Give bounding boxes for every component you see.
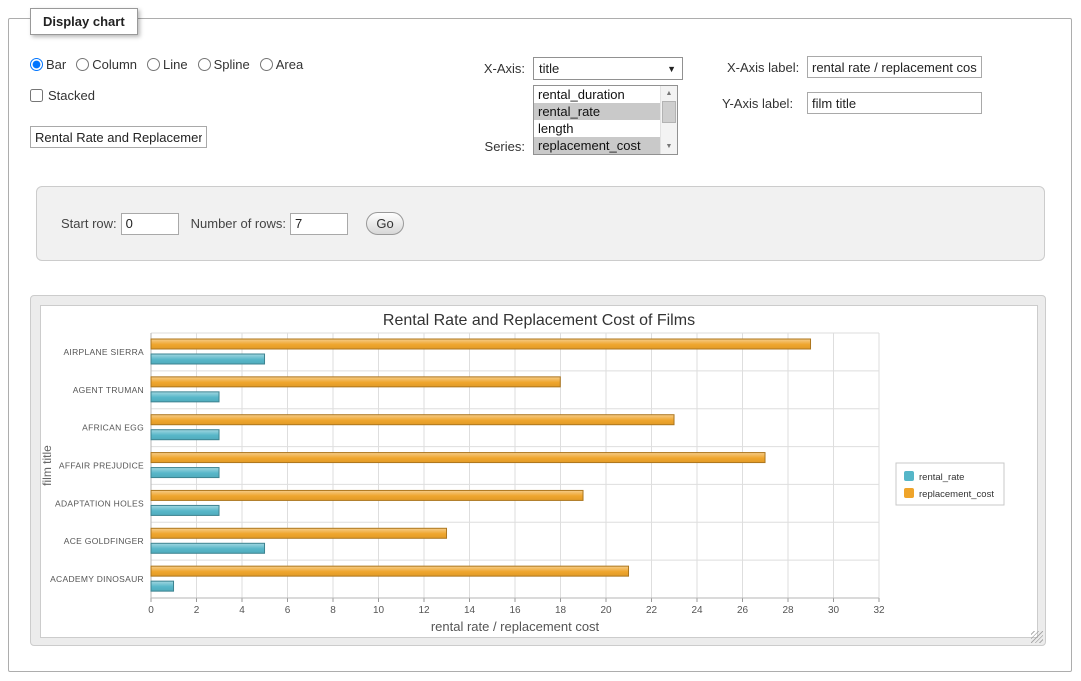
- page: Display chart Bar Column Line Spline Are…: [0, 0, 1081, 681]
- x-tick-label: 12: [418, 605, 430, 616]
- series-option-rental_rate[interactable]: rental_rate: [534, 103, 660, 120]
- x-axis-label-label: X-Axis label:: [727, 60, 799, 75]
- y-axis-label-input[interactable]: [807, 92, 982, 114]
- radio-spline-input[interactable]: [198, 58, 211, 71]
- scroll-down-icon[interactable]: ▼: [661, 139, 677, 154]
- radio-area-label: Area: [276, 57, 303, 72]
- x-tick-label: 22: [646, 605, 658, 616]
- series-listbox[interactable]: rental_durationrental_ratelengthreplacem…: [533, 85, 678, 155]
- chart-title: Rental Rate and Replacement Cost of Film…: [383, 312, 695, 329]
- radio-line-input[interactable]: [147, 58, 160, 71]
- x-tick-label: 30: [828, 605, 840, 616]
- x-axis-select-label: X-Axis:: [430, 61, 525, 76]
- chart-panel: Rental Rate and Replacement Cost of Film…: [30, 295, 1046, 646]
- radio-spline-label: Spline: [214, 57, 250, 72]
- chevron-down-icon: ▼: [667, 64, 676, 74]
- x-tick-label: 4: [239, 605, 245, 616]
- bar-replacement_cost: [151, 377, 560, 387]
- series-select-label: Series:: [430, 139, 525, 154]
- radio-column-label: Column: [92, 57, 137, 72]
- bar-rental_rate: [151, 392, 219, 402]
- scroll-up-icon[interactable]: ▲: [661, 86, 677, 101]
- x-tick-label: 0: [148, 605, 154, 616]
- chart-container: Rental Rate and Replacement Cost of Film…: [40, 305, 1038, 638]
- x-axis-label-input[interactable]: [807, 56, 982, 78]
- x-axis-title: rental rate / replacement cost: [431, 619, 600, 634]
- legend-label-replacement_cost[interactable]: replacement_cost: [919, 489, 994, 500]
- series-option-replacement_cost[interactable]: replacement_cost: [534, 137, 660, 154]
- bar-chart: Rental Rate and Replacement Cost of Film…: [41, 306, 1037, 637]
- legend-swatch-replacement_cost[interactable]: [904, 488, 914, 498]
- legend-label-rental_rate[interactable]: rental_rate: [919, 472, 964, 483]
- x-axis-selected-value: title: [539, 61, 559, 76]
- category-label: AIRPLANE SIERRA: [63, 347, 144, 357]
- bar-replacement_cost: [151, 528, 447, 538]
- stacked-label: Stacked: [48, 88, 95, 103]
- series-option-rental_duration[interactable]: rental_duration: [534, 86, 660, 103]
- bar-replacement_cost: [151, 415, 674, 425]
- radio-bar[interactable]: Bar: [30, 57, 66, 72]
- radio-spline[interactable]: Spline: [198, 57, 250, 72]
- radio-area[interactable]: Area: [260, 57, 303, 72]
- bar-rental_rate: [151, 505, 219, 515]
- stacked-option[interactable]: Stacked: [30, 88, 95, 103]
- fieldset-legend: Display chart: [30, 8, 138, 35]
- number-of-rows-input[interactable]: [290, 213, 348, 235]
- resize-handle-icon[interactable]: [1031, 631, 1043, 643]
- x-tick-label: 2: [194, 605, 200, 616]
- bar-rental_rate: [151, 354, 265, 364]
- y-axis-title: film title: [41, 445, 54, 486]
- bar-replacement_cost: [151, 566, 629, 576]
- number-of-rows-label: Number of rows:: [191, 216, 286, 231]
- radio-line[interactable]: Line: [147, 57, 188, 72]
- x-tick-label: 18: [555, 605, 567, 616]
- series-option-length[interactable]: length: [534, 120, 660, 137]
- x-axis-select[interactable]: title ▼: [533, 57, 683, 80]
- category-label: AGENT TRUMAN: [73, 385, 144, 395]
- x-tick-label: 6: [285, 605, 291, 616]
- x-tick-label: 24: [691, 605, 703, 616]
- radio-bar-input[interactable]: [30, 58, 43, 71]
- rows-panel: Start row: Number of rows: Go: [36, 186, 1045, 261]
- start-row-label: Start row:: [61, 216, 117, 231]
- chart-title-input[interactable]: [30, 126, 207, 148]
- radio-bar-label: Bar: [46, 57, 66, 72]
- bar-rental_rate: [151, 430, 219, 440]
- bar-rental_rate: [151, 581, 174, 591]
- x-tick-label: 20: [600, 605, 612, 616]
- scrollbar-thumb[interactable]: [662, 101, 676, 123]
- radio-column-input[interactable]: [76, 58, 89, 71]
- x-tick-label: 14: [464, 605, 476, 616]
- series-listbox-scrollbar[interactable]: ▲ ▼: [660, 86, 677, 154]
- category-label: AFFAIR PREJUDICE: [59, 461, 144, 471]
- bar-rental_rate: [151, 468, 219, 478]
- x-tick-label: 28: [782, 605, 794, 616]
- x-tick-label: 16: [509, 605, 521, 616]
- radio-column[interactable]: Column: [76, 57, 137, 72]
- go-button[interactable]: Go: [366, 212, 404, 235]
- bar-rental_rate: [151, 543, 265, 553]
- x-tick-label: 26: [737, 605, 749, 616]
- series-listbox-options: rental_durationrental_ratelengthreplacem…: [534, 86, 660, 154]
- category-label: AFRICAN EGG: [82, 423, 144, 433]
- legend-swatch-rental_rate[interactable]: [904, 471, 914, 481]
- category-label: ACE GOLDFINGER: [64, 536, 144, 546]
- bar-replacement_cost: [151, 339, 811, 349]
- radio-line-label: Line: [163, 57, 188, 72]
- y-axis-label-label: Y-Axis label:: [722, 96, 793, 111]
- radio-area-input[interactable]: [260, 58, 273, 71]
- category-label: ACADEMY DINOSAUR: [50, 574, 144, 584]
- start-row-input[interactable]: [121, 213, 179, 235]
- stacked-checkbox[interactable]: [30, 89, 43, 102]
- chart-type-radios: Bar Column Line Spline Area: [30, 57, 303, 72]
- x-tick-label: 32: [873, 605, 885, 616]
- bar-replacement_cost: [151, 490, 583, 500]
- bar-replacement_cost: [151, 453, 765, 463]
- category-label: ADAPTATION HOLES: [55, 498, 144, 508]
- x-tick-label: 10: [373, 605, 385, 616]
- x-tick-label: 8: [330, 605, 336, 616]
